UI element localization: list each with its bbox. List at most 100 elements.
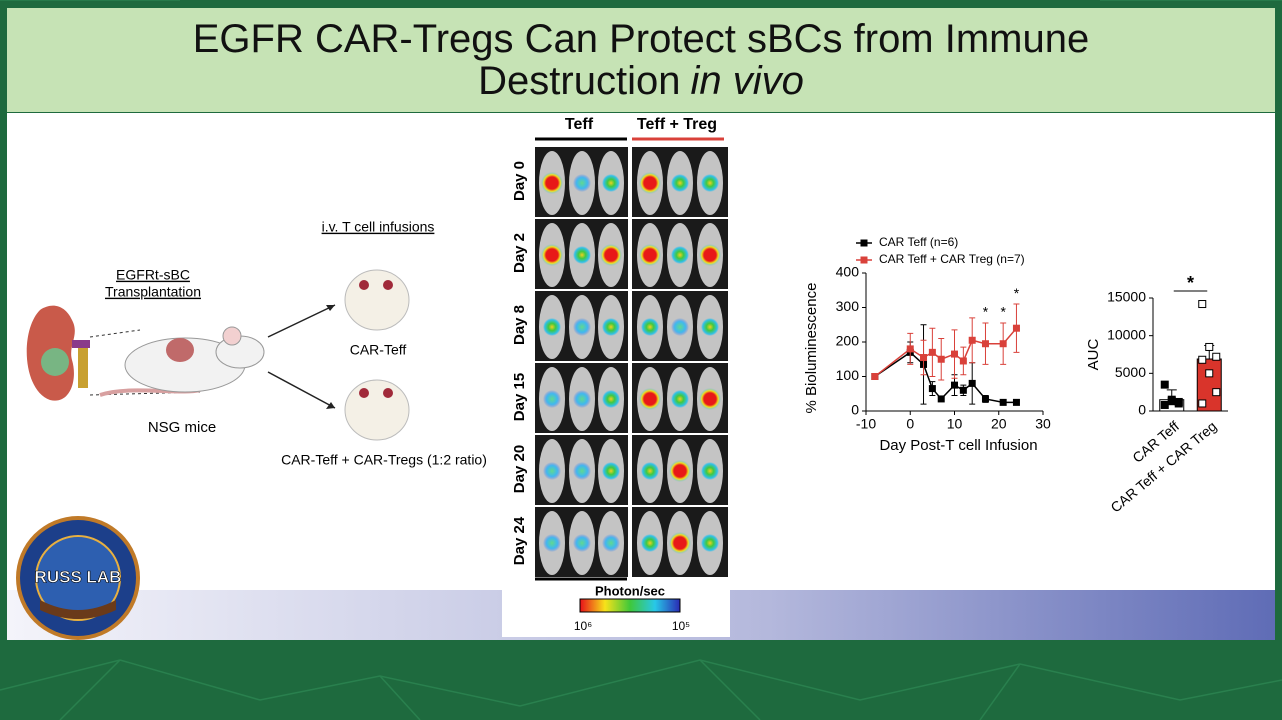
- colorbar-title: Photon/sec: [595, 583, 665, 598]
- signal-spot: [602, 462, 620, 480]
- data-point: [1160, 380, 1169, 389]
- signal-spot: [573, 462, 591, 480]
- y-tick-label: 200: [836, 333, 860, 349]
- data-point: [906, 345, 914, 353]
- schematic: EGFRt-sBC Transplantation NSG mice i.v. …: [26, 219, 487, 468]
- signal-spot: [543, 390, 561, 408]
- mouse-ear: [222, 326, 242, 346]
- data-point: [1205, 369, 1214, 378]
- data-point: [1174, 397, 1183, 406]
- data-point: [968, 379, 976, 387]
- logo-inner: [35, 535, 121, 621]
- signal-spot: [543, 534, 561, 552]
- data-point: [928, 348, 936, 356]
- data-point: [959, 386, 967, 394]
- title: EGFR CAR-Tregs Can Protect sBCs from Imm…: [91, 18, 1191, 102]
- signal-spot: [671, 390, 689, 408]
- legend-label: CAR Teff (n=6): [879, 235, 958, 249]
- y-tick-label: 15000: [1107, 289, 1146, 305]
- signal-spot: [600, 244, 622, 266]
- day-label: Day 15: [511, 373, 528, 421]
- y-tick-label: 5000: [1115, 364, 1146, 380]
- mouse-label: NSG mice: [148, 419, 216, 436]
- data-point: [981, 395, 989, 403]
- data-point: [1160, 400, 1169, 409]
- title-text: EGFR CAR-Tregs Can Protect sBCs from Imm…: [192, 17, 1090, 103]
- legend-marker: [860, 256, 868, 264]
- signal-spot: [639, 172, 661, 194]
- group-label: CAR-Teff + CAR-Tregs (1:2 ratio): [281, 452, 487, 468]
- signal-spot: [671, 318, 689, 336]
- ureter: [78, 348, 88, 388]
- group-header: Teff: [565, 116, 594, 133]
- y-axis-label: AUC: [1085, 338, 1102, 370]
- data-point: [1167, 397, 1176, 406]
- colorbar: [579, 598, 681, 613]
- signal-spot: [541, 244, 563, 266]
- signal-spot: [602, 534, 620, 552]
- signal-spot: [699, 244, 721, 266]
- data-point: [951, 350, 958, 358]
- y-tick-label: 400: [836, 264, 860, 280]
- data-point: [1012, 324, 1020, 332]
- title-box: EGFR CAR-Tregs Can Protect sBCs from Imm…: [7, 8, 1275, 112]
- group-header: Teff + Treg: [637, 116, 717, 133]
- signal-spot: [541, 172, 563, 194]
- title-italic: in vivo: [690, 59, 804, 103]
- y-tick-label: 0: [1138, 402, 1146, 418]
- data-point: [1012, 398, 1020, 406]
- transplant-label: Transplantation: [105, 284, 201, 300]
- day-label: Day 2: [511, 233, 528, 273]
- data-point: [968, 336, 976, 344]
- bar: [1196, 358, 1222, 412]
- transplant-label: EGFRt-sBC: [116, 267, 190, 283]
- y-tick-label: 100: [836, 367, 860, 383]
- signal-spot: [573, 318, 591, 336]
- data-point: [959, 357, 967, 365]
- mouse-kidney: [166, 338, 194, 362]
- signal-spot: [573, 246, 591, 264]
- sbc-cluster: [41, 348, 69, 376]
- signal-spot: [671, 246, 689, 264]
- signal-spot: [573, 390, 591, 408]
- logo-text: RUSS LAB: [35, 567, 122, 586]
- x-tick-label: -10: [856, 416, 876, 432]
- colorbar-label: 10⁶: [574, 619, 592, 633]
- data-point: [981, 340, 989, 348]
- signal-spot: [641, 318, 659, 336]
- day-label: Day 0: [511, 161, 528, 201]
- day-label: Day 20: [511, 445, 528, 493]
- y-tick-label: 300: [836, 298, 860, 314]
- x-tick-label: 10: [947, 416, 963, 432]
- colorbar-label: 10⁵: [672, 619, 690, 633]
- data-point: [937, 355, 945, 363]
- signal-spot: [573, 534, 591, 552]
- significance-mark: *: [983, 304, 989, 320]
- logo-decoration: [40, 600, 116, 619]
- arrow-head: [326, 402, 335, 409]
- data-point: [999, 398, 1007, 406]
- signal-spot: [641, 534, 659, 552]
- arrow-head: [326, 305, 335, 311]
- significance-mark: *: [1000, 304, 1006, 320]
- mouse-top: [344, 379, 410, 441]
- signal-spot: [701, 318, 719, 336]
- signal-spot: [602, 390, 620, 408]
- signal-spot: [701, 174, 719, 192]
- imaging: Teff Teff + Treg Photon/sec 10⁶ 10⁵ Day …: [511, 116, 728, 633]
- data-point: [1212, 352, 1221, 361]
- signal-spot: [669, 532, 691, 554]
- y-tick-label: 10000: [1107, 326, 1146, 342]
- signal-spot: [641, 462, 659, 480]
- x-tick-label: 0: [906, 416, 914, 432]
- signal-spot: [669, 460, 691, 482]
- mouse-top: [344, 269, 410, 331]
- mouse-eye: [359, 388, 369, 398]
- significance-mark: *: [1014, 285, 1020, 301]
- arrow: [267, 371, 336, 409]
- data-point: [1198, 355, 1207, 364]
- group-label: CAR-Teff: [350, 342, 407, 358]
- data-point: [1198, 300, 1207, 309]
